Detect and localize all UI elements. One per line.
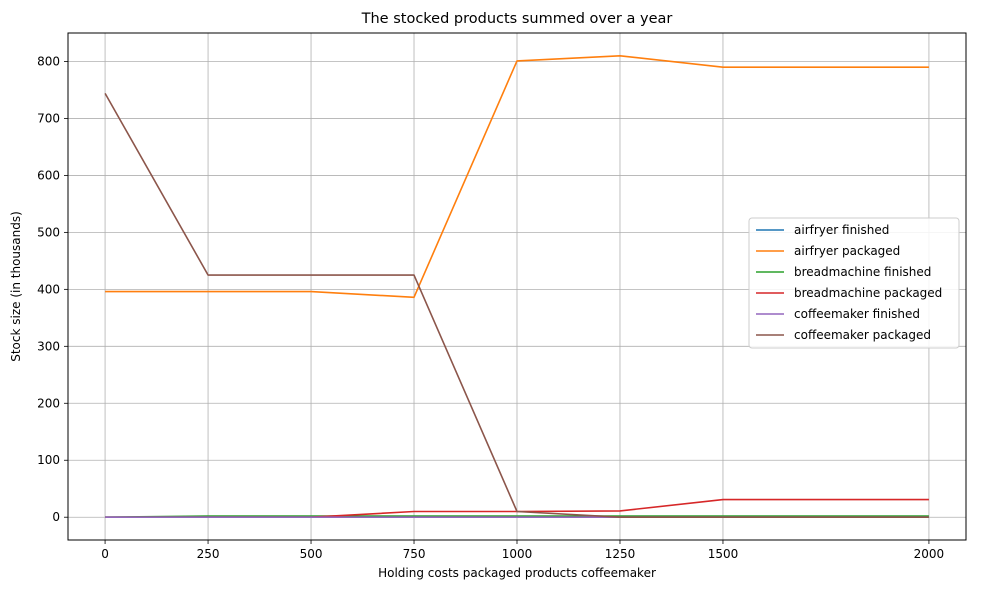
y-tick-label: 400 [37,282,60,296]
y-tick-label: 700 [37,111,60,125]
y-tick-label: 500 [37,225,60,239]
series-line-1 [105,54,929,299]
y-tick-label: 600 [37,168,60,182]
x-tick-label: 2000 [914,547,945,561]
x-tick-label: 750 [403,547,426,561]
x-tick-label: 1500 [708,547,739,561]
y-tick-label: 100 [37,453,60,467]
legend-label: coffeemaker packaged [794,328,931,342]
y-axis-label: Stock size (in thousands) [9,211,23,362]
legend-box [748,217,960,349]
series-line-5 [104,93,929,519]
x-tick-label: 1250 [605,547,636,561]
x-tick-label: 500 [300,547,323,561]
y-tick-label: 0 [52,510,60,524]
legend-label: breadmachine packaged [794,286,942,300]
x-tick-label: 0 [101,547,109,561]
chart-title: The stocked products summed over a year [361,11,673,27]
x-axis-label: Holding costs packaged products coffeema… [378,566,656,580]
x-tick-label: 250 [197,547,220,561]
series-line-2 [105,515,929,518]
legend: airfryer finished airfryer packaged breadm… [748,217,960,349]
y-tick-label: 200 [37,396,60,410]
y-tick-label: 300 [37,339,60,353]
series-lines [104,54,929,519]
legend-label: airfryer finished [794,223,889,237]
legend-label: coffeemaker finished [794,307,920,321]
legend-label: airfryer packaged [794,244,900,258]
y-axis-ticks: 0 100 200 300 400 500 600 700 800 [37,54,68,524]
x-tick-label: 1000 [502,547,533,561]
legend-label: breadmachine finished [794,265,931,279]
y-tick-label: 800 [37,54,60,68]
x-axis-ticks: 0 250 500 750 1000 1250 1500 2000 [101,540,944,561]
